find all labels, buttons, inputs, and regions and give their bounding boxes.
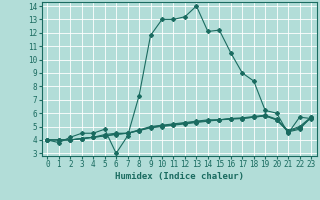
X-axis label: Humidex (Indice chaleur): Humidex (Indice chaleur)	[115, 172, 244, 181]
